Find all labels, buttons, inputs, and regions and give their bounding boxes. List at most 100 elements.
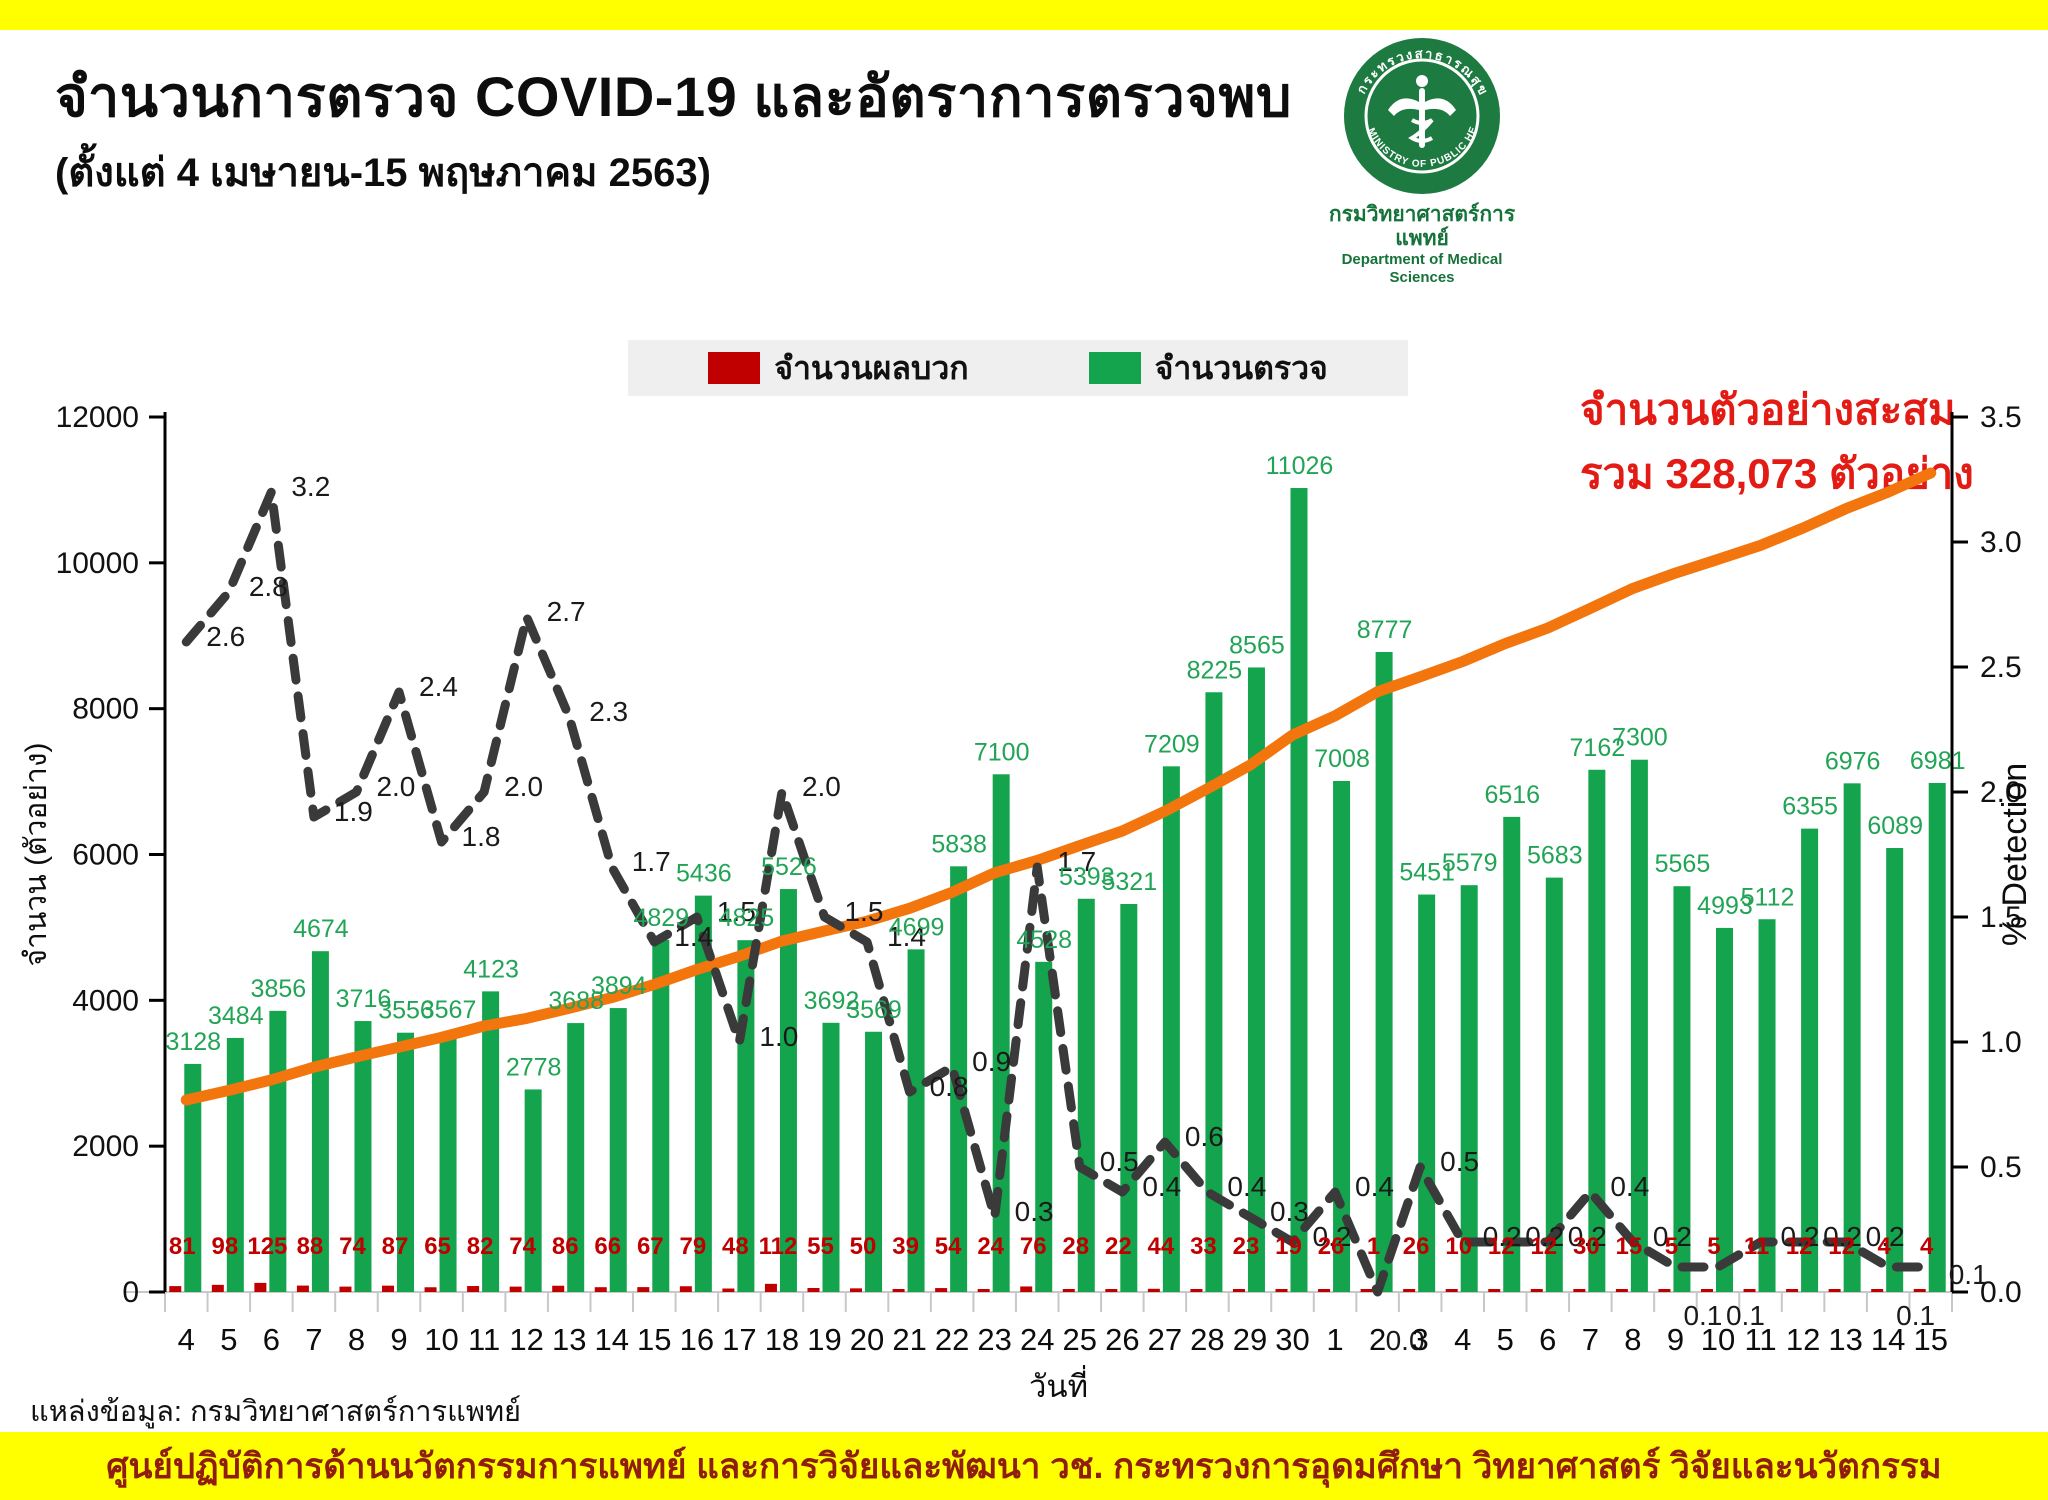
bar-tested: [609, 1008, 627, 1292]
tested-value-label: 4699: [889, 913, 945, 941]
tested-value-label: 6516: [1484, 781, 1540, 809]
x-tick-label: 11: [1744, 1322, 1776, 1357]
y-right-tick-label: 1.0: [1980, 1026, 2022, 1059]
tested-value-label: 3567: [421, 996, 477, 1024]
positive-value-label: 86: [552, 1233, 579, 1260]
legend-tested-label: จำนวนตรวจ: [1154, 349, 1328, 386]
positive-value-label: 98: [211, 1233, 238, 1260]
logo-org-english: Department of Medical Sciences: [1341, 251, 1503, 286]
positive-value-label: 55: [807, 1233, 834, 1260]
bar-tested: [1843, 783, 1861, 1292]
bar-positive: [1275, 1289, 1288, 1292]
tested-value-label: 4829: [633, 904, 689, 932]
percent-value-label: 1.4: [887, 921, 926, 952]
x-tick-label: 1: [1326, 1322, 1343, 1357]
bar-positive: [850, 1288, 863, 1292]
page-subtitle: (ตั้งแต่ 4 เมษายน-15 พฤษภาคม 2563): [55, 151, 711, 195]
tested-value-label: 3569: [846, 996, 902, 1024]
tested-value-label: 5436: [676, 860, 732, 888]
percent-value-label: 1.4: [674, 921, 713, 952]
x-tick-label: 20: [850, 1322, 884, 1357]
tested-value-label: 5838: [931, 830, 987, 858]
tested-value-label: 8777: [1357, 616, 1413, 644]
bar-positive: [382, 1285, 395, 1292]
cumulative-line: [180, 467, 1937, 1106]
tested-value-label: 4825: [719, 904, 775, 932]
x-tick-label: 15: [637, 1322, 671, 1357]
tested-value-label: 8565: [1229, 631, 1285, 659]
bar-tested: [1290, 488, 1308, 1292]
moph-logo: กระทรวงสาธารณสุข MINISTRY OF PUBLIC HEAL…: [1322, 28, 1522, 287]
tested-value-label: 5579: [1442, 849, 1498, 877]
bar-tested: [311, 951, 329, 1292]
positive-value-label: 5: [1707, 1233, 1720, 1260]
y-right-tick-label: 2.0: [1980, 776, 2022, 809]
bar-positive: [1403, 1289, 1416, 1292]
bar-positive: [1828, 1289, 1841, 1292]
x-tick-label: 5: [1497, 1322, 1514, 1357]
positive-value-label: 22: [1105, 1233, 1132, 1260]
x-tick-label: 7: [1582, 1322, 1599, 1357]
bar-positive: [169, 1286, 182, 1292]
bar-positive: [509, 1286, 522, 1292]
tested-value-label: 4528: [1016, 926, 1072, 954]
x-tick-label: 5: [220, 1322, 237, 1357]
percent-value-label: 0.4: [1227, 1171, 1266, 1202]
bar-tested: [822, 1022, 840, 1292]
positive-value-label: 87: [382, 1233, 409, 1260]
bar-tested: [1375, 652, 1393, 1292]
x-tick-label: 13: [1828, 1322, 1862, 1357]
x-tick-label: 6: [263, 1322, 280, 1357]
tested-value-label: 3856: [251, 975, 307, 1003]
x-tick-label: 17: [722, 1322, 756, 1357]
positive-value-label: 11: [1744, 1233, 1769, 1260]
tested-value-label: 7209: [1144, 730, 1200, 758]
tested-value-label: 3692: [804, 987, 860, 1015]
bar-positive: [892, 1289, 905, 1292]
positive-value-label: 88: [297, 1233, 324, 1260]
bar-tested: [1460, 885, 1478, 1292]
percent-value-label: 0.1: [1683, 1300, 1722, 1331]
x-tick-label: 22: [935, 1322, 969, 1357]
tested-value-label: 3128: [165, 1028, 221, 1056]
tested-value-label: 5321: [1102, 868, 1158, 896]
bar-tested: [1545, 877, 1563, 1292]
y-left-tick-label: 4000: [72, 984, 139, 1017]
bar-positive: [1871, 1289, 1884, 1292]
y-left-tick-label: 2000: [72, 1130, 139, 1163]
cumulative-note: จำนวนตัวอย่างสะสม รวม 328,073 ตัวอย่าง: [1580, 378, 2040, 506]
positive-value-label: 28: [1062, 1233, 1089, 1260]
chart-legend: จำนวนผลบวก จำนวนตรวจ: [628, 340, 1408, 396]
y-right-tick-label: 3.5: [1980, 401, 2022, 434]
x-tick-label: 27: [1148, 1322, 1182, 1357]
bar-tested: [1162, 766, 1180, 1292]
y-left-tick-label: 6000: [72, 839, 139, 872]
bar-tested: [226, 1037, 244, 1292]
tested-value-label: 7100: [974, 738, 1030, 766]
bar-positive: [1190, 1289, 1203, 1292]
x-tick-label: 23: [977, 1322, 1011, 1357]
positive-value-label: 12: [1786, 1233, 1813, 1260]
bar-tested: [1205, 692, 1223, 1292]
y-left-tick-label: 8000: [72, 693, 139, 726]
y-right-tick-label: 0.0: [1980, 1276, 2022, 1309]
x-tick-label: 9: [390, 1322, 407, 1357]
bar-positive: [807, 1287, 820, 1292]
positive-value-label: 12: [1488, 1233, 1515, 1260]
positive-swatch-icon: [708, 352, 761, 384]
positive-value-label: 66: [594, 1233, 621, 1260]
positive-value-label: 39: [892, 1233, 919, 1260]
bar-tested: [1673, 886, 1691, 1292]
positive-value-label: 48: [722, 1233, 749, 1260]
percent-value-label: 0.4: [1610, 1171, 1649, 1202]
bar-positive: [1488, 1289, 1501, 1292]
percent-value-label: 1.5: [717, 896, 756, 927]
logo-org-thai: กรมวิทยาศาสตร์การแพทย์: [1328, 203, 1516, 250]
percent-value-label: 0.4: [1142, 1171, 1181, 1202]
positive-value-label: 23: [1233, 1233, 1260, 1260]
bar-positive: [594, 1287, 607, 1292]
percent-value-label: 2.7: [547, 596, 586, 627]
tested-value-label: 3484: [208, 1002, 264, 1030]
tested-value-label: 4993: [1697, 892, 1753, 920]
percent-value-label: 0.3: [1015, 1196, 1054, 1227]
